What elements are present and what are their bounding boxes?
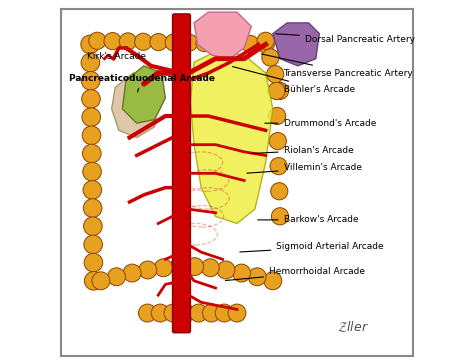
Circle shape (104, 32, 121, 50)
Circle shape (227, 35, 244, 52)
Text: Transverse Pancreatic Artery: Transverse Pancreatic Artery (261, 54, 413, 78)
Circle shape (262, 49, 279, 66)
Text: Villemin's Arcade: Villemin's Arcade (247, 164, 362, 173)
Circle shape (181, 34, 198, 51)
Circle shape (266, 66, 284, 83)
Circle shape (196, 35, 213, 52)
Circle shape (83, 199, 102, 217)
Circle shape (272, 208, 289, 225)
Circle shape (84, 253, 103, 272)
Circle shape (270, 157, 287, 175)
Circle shape (84, 235, 102, 254)
Circle shape (271, 183, 288, 200)
Circle shape (82, 108, 100, 126)
Text: Drummond's Arcade: Drummond's Arcade (265, 119, 376, 128)
Circle shape (233, 264, 251, 282)
Circle shape (82, 71, 100, 90)
Circle shape (119, 33, 137, 50)
Circle shape (264, 272, 282, 290)
Circle shape (84, 271, 103, 290)
Circle shape (82, 126, 101, 145)
Circle shape (139, 261, 157, 279)
Circle shape (92, 272, 110, 290)
Circle shape (89, 32, 106, 49)
Text: $\mathcal{Z}$ller: $\mathcal{Z}$ller (337, 319, 369, 334)
Circle shape (228, 304, 246, 322)
Circle shape (201, 259, 219, 277)
Circle shape (135, 33, 152, 51)
Circle shape (81, 35, 100, 54)
Polygon shape (111, 73, 158, 138)
Circle shape (150, 34, 167, 51)
Text: Pancreaticoduodenal Arcade: Pancreaticoduodenal Arcade (69, 74, 215, 92)
Circle shape (257, 36, 274, 53)
Polygon shape (194, 12, 251, 59)
Circle shape (138, 304, 156, 322)
Circle shape (190, 304, 208, 322)
Circle shape (177, 304, 195, 322)
Circle shape (257, 32, 274, 49)
Circle shape (269, 108, 286, 125)
Text: Dorsal Pancreatic Artery: Dorsal Pancreatic Artery (275, 34, 415, 44)
Polygon shape (122, 66, 165, 123)
Text: Kirk's Arcade: Kirk's Arcade (87, 52, 146, 61)
Circle shape (186, 258, 204, 275)
Circle shape (248, 268, 266, 286)
Circle shape (164, 304, 182, 322)
Circle shape (123, 264, 141, 282)
Circle shape (83, 180, 101, 199)
Circle shape (83, 217, 102, 236)
Circle shape (82, 90, 100, 108)
Text: Sigmoid Arterial Arcade: Sigmoid Arterial Arcade (240, 242, 384, 252)
Circle shape (151, 304, 169, 322)
Circle shape (269, 132, 286, 150)
Circle shape (217, 261, 235, 279)
Circle shape (272, 82, 289, 100)
Circle shape (202, 304, 220, 322)
Circle shape (108, 268, 126, 286)
Circle shape (215, 304, 233, 322)
Circle shape (268, 82, 285, 100)
Circle shape (242, 35, 259, 53)
Circle shape (155, 259, 173, 277)
Circle shape (81, 53, 100, 72)
FancyBboxPatch shape (173, 14, 191, 333)
Circle shape (165, 34, 182, 51)
Polygon shape (191, 52, 273, 223)
Polygon shape (273, 23, 319, 66)
Text: Barkow's Arcade: Barkow's Arcade (258, 216, 358, 225)
Text: Hemorrhoidal Arcade: Hemorrhoidal Arcade (226, 268, 365, 280)
Circle shape (211, 35, 228, 52)
Circle shape (82, 144, 101, 163)
Text: Riolan's Arcade: Riolan's Arcade (251, 145, 353, 155)
Circle shape (83, 162, 101, 181)
Circle shape (170, 258, 188, 275)
Text: Bühler's Arcade: Bühler's Arcade (233, 66, 355, 93)
